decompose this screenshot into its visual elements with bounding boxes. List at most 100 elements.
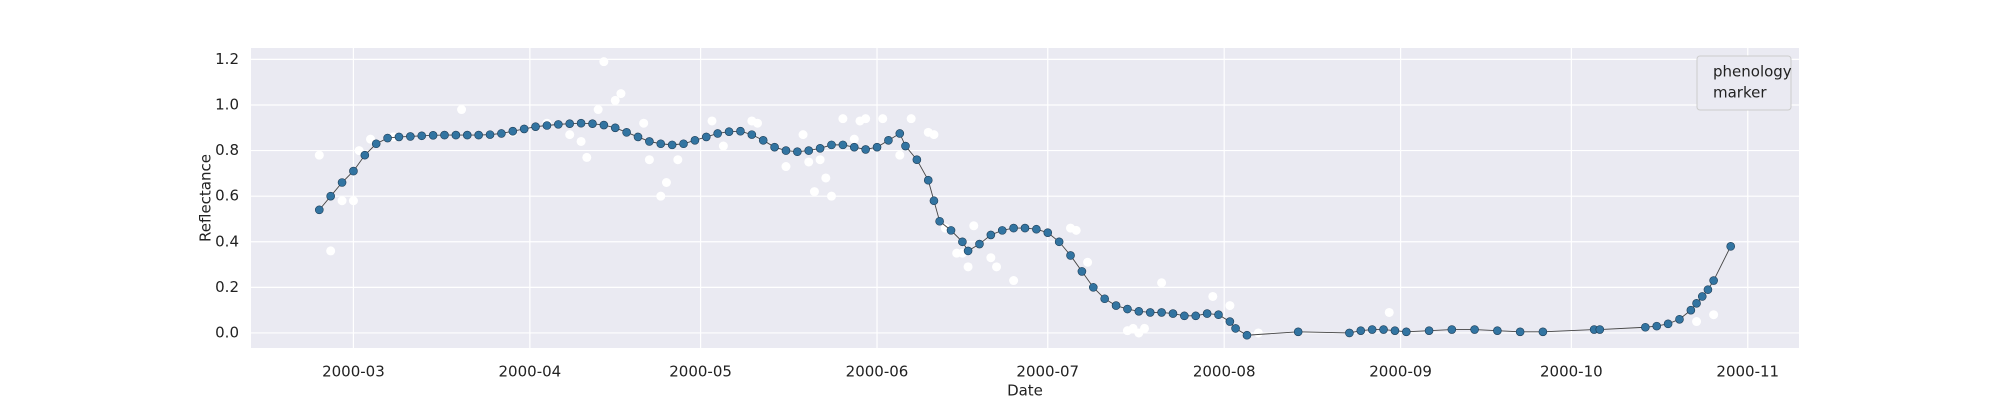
line-marker [1424,326,1434,335]
legend-label: marker [1713,84,1767,102]
scatter-point [804,157,814,167]
line-marker [383,133,392,143]
scatter-point [616,89,626,99]
scatter-point [718,141,728,151]
line-marker [781,146,791,155]
line-marker [1709,276,1718,285]
line-marker [440,130,449,140]
line-marker [958,237,967,247]
x-tick-label: 2000-05 [669,363,732,381]
scatter-point [661,177,671,187]
line-marker [815,144,825,153]
line-marker [1595,325,1605,334]
y-axis-label: Reflectance [197,154,215,242]
line-marker [929,196,939,206]
line-marker [1191,311,1201,321]
line-marker [975,239,984,249]
line-marker [508,126,518,136]
line-marker [1652,321,1662,331]
line-marker [519,124,529,134]
line-marker [946,226,956,235]
line-marker [963,246,973,256]
line-marker [838,140,848,150]
scatter-point [1692,317,1702,327]
line-marker [901,141,910,151]
scatter-point [1071,225,1081,235]
line-marker [531,122,540,131]
scatter-point [582,152,592,162]
line-marker [1066,251,1075,260]
x-tick-label: 2000-06 [846,363,909,381]
line-marker [462,130,472,140]
scatter-point [929,130,939,140]
line-marker [884,136,893,145]
x-tick-label: 2000-04 [499,363,562,381]
legend-box [1696,55,1792,111]
scatter-point [348,196,358,206]
y-tick-label: 0.6 [215,187,239,205]
line-marker [1134,306,1144,316]
line-marker [1447,325,1457,334]
scatter-point [861,114,871,124]
line-marker [1009,223,1018,233]
scatter-point [1253,328,1263,338]
line-marker [849,142,859,152]
line-marker [406,132,415,141]
scatter-point [815,155,825,165]
line-marker [554,120,563,129]
line-marker [690,136,700,145]
line-marker [713,129,722,138]
scatter-point [827,191,836,201]
line-marker [610,123,620,133]
line-marker [1493,326,1502,335]
scatter-point [1009,276,1019,286]
line-marker [417,131,427,141]
scatter-point [878,114,888,124]
x-tick-label: 2000-11 [1716,363,1779,381]
line-marker [770,142,779,152]
line-marker [371,139,381,149]
line-marker [622,128,631,137]
line-marker [935,216,944,226]
line-marker [793,147,802,157]
line-marker [428,131,438,140]
scatter-point [1709,310,1719,320]
line-marker [679,139,688,149]
line-marker [349,166,358,176]
line-marker [923,175,933,185]
line-marker [724,127,734,136]
x-tick-label: 2000-03 [322,363,385,381]
line-marker [1697,292,1707,301]
y-tick-label: 0.0 [215,323,239,341]
line-marker [1470,325,1479,334]
line-marker [758,136,768,145]
y-tick-label: 0.4 [215,232,239,250]
line-marker [576,118,586,128]
scatter-point [1384,307,1394,317]
scatter-point [639,118,649,128]
legend-label: phenology [1713,63,1792,81]
line-marker [701,132,711,142]
line-marker [1180,311,1189,321]
scatter-point [821,173,831,183]
line-marker [1293,327,1303,337]
line-marker [1111,301,1121,310]
line-marker [1692,299,1701,308]
line-marker [497,129,506,138]
line-marker [1379,325,1388,334]
line-marker [1356,326,1366,335]
line-marker [1686,305,1696,315]
line-marker [1367,325,1377,334]
y-tick-label: 1.2 [215,50,239,68]
scatter-point [656,191,666,201]
scatter-point [753,118,763,128]
scatter-point [565,130,575,140]
line-marker [1043,228,1053,237]
line-marker [485,130,495,139]
line-marker [326,191,335,201]
scatter-point [326,246,336,256]
scatter-point [1157,278,1167,288]
scatter-point [593,105,603,115]
line-marker [1663,319,1673,329]
line-marker [314,205,324,215]
